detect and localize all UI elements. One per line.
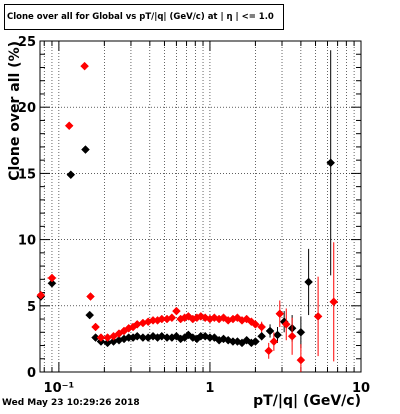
data-point: [296, 355, 306, 365]
axis-ticks: [40, 40, 362, 373]
chart-title: Clone over all for Global vs pT/|q| (GeV…: [7, 12, 274, 22]
data-point: [281, 319, 291, 329]
data-point: [313, 312, 323, 321]
data-point: [86, 292, 95, 301]
data-point: [64, 121, 74, 131]
data-point: [36, 290, 46, 300]
data-point: [257, 322, 267, 332]
data-point: [132, 331, 142, 341]
data-point: [257, 331, 267, 341]
data-point: [167, 313, 177, 323]
x-tick-label: 10⁻¹: [44, 381, 75, 396]
chart-title-box: Clone over all for Global vs pT/|q| (GeV…: [4, 4, 284, 30]
data-point: [47, 278, 57, 288]
y-tick-label: 5: [27, 300, 36, 315]
x-tick-label: 10: [352, 381, 370, 396]
data-point: [172, 306, 181, 316]
data-point: [296, 327, 306, 337]
y-tick-label: 25: [18, 35, 36, 50]
data-point: [265, 326, 275, 336]
x-axis-label: pT/|q| (GeV/c): [253, 393, 361, 409]
y-tick-label: 20: [18, 101, 36, 116]
y-tick-label: 10: [18, 234, 36, 249]
grid-lines: [40, 41, 362, 372]
data-point: [251, 319, 260, 329]
plot-frame: [39, 40, 362, 373]
data-point: [80, 61, 89, 71]
data-point: [251, 337, 260, 346]
data-point: [85, 310, 95, 320]
data-point: [66, 170, 76, 180]
data-point: [326, 158, 336, 168]
data-point: [91, 322, 100, 332]
data-series: [36, 50, 339, 372]
data-point: [287, 331, 297, 341]
data-point: [264, 346, 274, 356]
series-red: [36, 61, 339, 372]
data-point: [275, 309, 285, 319]
data-point: [304, 277, 313, 287]
x-tick-label: 1: [205, 381, 214, 396]
tick-labels: 10⁻¹ 1 10 0 5 10 15 20 25: [18, 35, 370, 396]
data-point: [96, 333, 106, 342]
y-tick-label: 0: [27, 366, 36, 381]
data-point: [81, 145, 90, 154]
y-axis-label: Clone over all (%): [7, 41, 23, 181]
series-black: [36, 50, 336, 349]
data-point: [329, 297, 339, 307]
data-point: [273, 330, 282, 340]
timestamp-label: Wed May 23 10:29:26 2018: [2, 398, 140, 408]
data-point: [269, 337, 279, 346]
y-tick-label: 15: [18, 167, 36, 182]
data-point: [47, 273, 57, 283]
